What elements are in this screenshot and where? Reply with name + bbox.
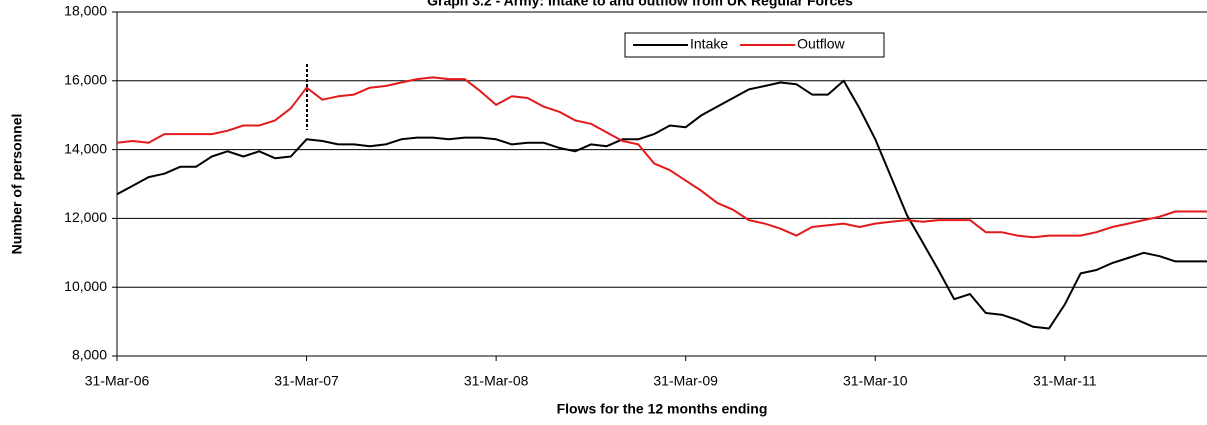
x-axis-title: Flows for the 12 months ending — [557, 401, 768, 417]
x-tick-label: 31-Mar-10 — [843, 373, 908, 389]
y-tick-label: 12,000 — [64, 209, 107, 225]
data-line — [116, 79, 1207, 330]
y-tick-label: 16,000 — [64, 72, 107, 88]
x-tick-label: 31-Mar-08 — [464, 373, 529, 389]
x-tick-label: 31-Mar-09 — [653, 373, 718, 389]
x-tick-label: 31-Mar-11 — [1033, 373, 1097, 389]
data-line — [116, 76, 1207, 239]
y-tick-label: 18,000 — [64, 3, 107, 19]
y-tick-label: 10,000 — [64, 278, 107, 294]
y-tick-label: 14,000 — [64, 140, 107, 156]
legend-label: Intake — [690, 36, 728, 52]
x-tick-label: 31-Mar-06 — [85, 373, 150, 389]
legend-label: Outflow — [797, 36, 845, 52]
y-tick-label: 8,000 — [72, 347, 107, 363]
x-tick-label: 31-Mar-07 — [274, 373, 339, 389]
y-axis-title: Number of personnel — [9, 114, 25, 255]
chart-title: Graph 3.2 - Army: Intake to and outflow … — [427, 0, 853, 9]
